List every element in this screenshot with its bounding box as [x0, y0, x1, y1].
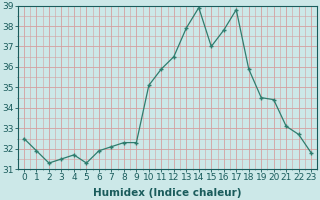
- X-axis label: Humidex (Indice chaleur): Humidex (Indice chaleur): [93, 188, 242, 198]
